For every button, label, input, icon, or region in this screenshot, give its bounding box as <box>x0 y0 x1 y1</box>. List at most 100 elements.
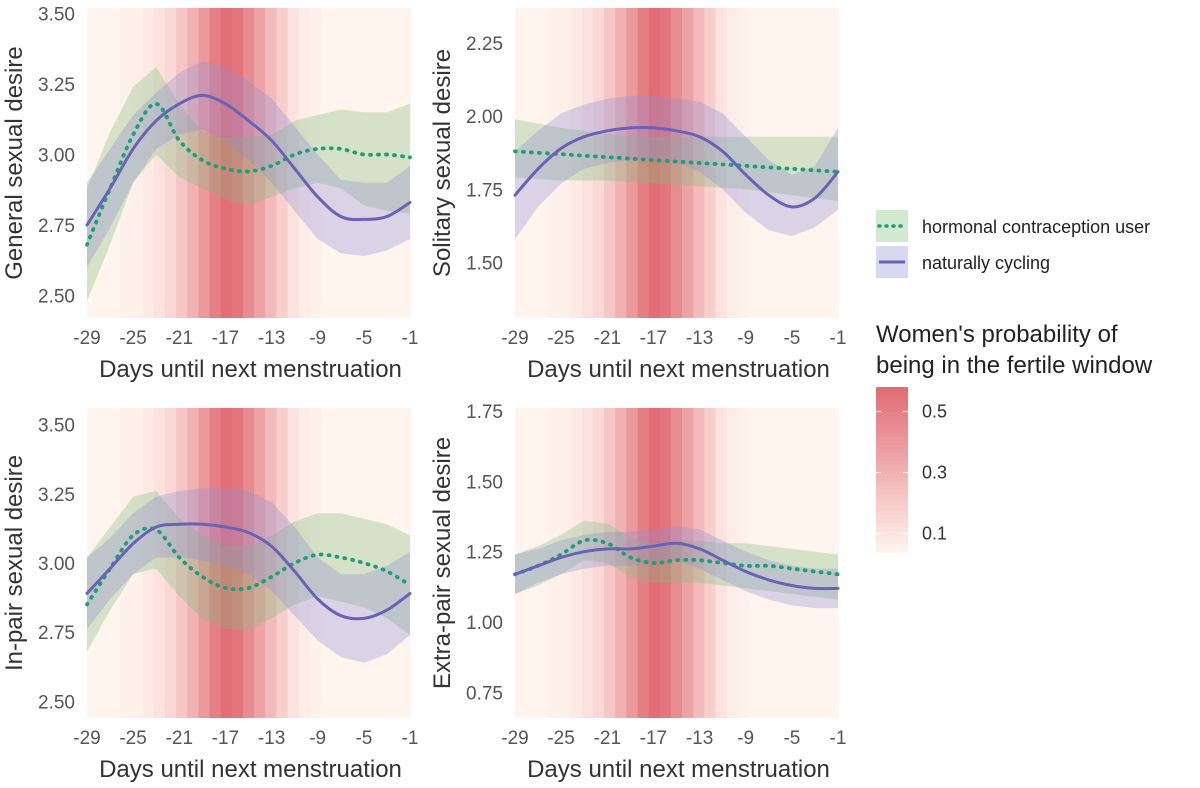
fertile-stripe-day-29 <box>515 408 527 718</box>
fertile-stripe-day-21 <box>176 8 188 318</box>
fertile-stripe-day-13 <box>265 408 277 718</box>
fertile-stripe-day-27 <box>109 8 122 318</box>
y-axis-title: Solitary sexual desire <box>429 49 456 277</box>
colorbar-segment <box>876 428 908 433</box>
x-tick-label: -17 <box>212 328 239 349</box>
x-tick-label: -29 <box>501 328 528 349</box>
colorbar-segment <box>876 461 908 466</box>
fertile-stripe-day-12 <box>276 8 289 318</box>
y-axis-title: In-pair sexual desire <box>1 455 28 671</box>
colorbar-segment <box>876 531 908 537</box>
series-line-nc <box>85 522 412 621</box>
fertile-stripe-day-24 <box>142 408 155 718</box>
fertile-stripe-day-8 <box>748 408 761 718</box>
fertile-stripe-day-28 <box>526 408 538 718</box>
y-tick-label: 1.75 <box>466 180 503 201</box>
colorbar-segment <box>876 519 908 524</box>
fertile-stripe-day-2 <box>387 408 400 718</box>
x-tick-label: -21 <box>594 328 621 349</box>
colorbar-segment <box>876 432 908 438</box>
fertile-stripe-day-3 <box>804 8 817 318</box>
colorbar-segment <box>876 498 908 504</box>
chart-panel-2: 1.50 1.75 2.00 2.25 -29 -25 -21 -17 -13 -9 -5 -1Day… <box>429 8 846 383</box>
fertile-stripe-day-18 <box>209 8 222 318</box>
series-line-hc <box>85 101 412 247</box>
fertile-stripe-day-9 <box>309 8 322 318</box>
y-tick-label: 3.50 <box>38 5 75 26</box>
x-tick-label: -9 <box>309 728 326 749</box>
fertile-stripe-day-5 <box>354 8 367 318</box>
fertile-stripe-day-12 <box>276 408 289 718</box>
fertile-stripe-day-13 <box>693 408 705 718</box>
fertile-stripe-day-14 <box>254 408 266 718</box>
fertile-stripe-day-6 <box>343 408 355 718</box>
y-tick-label: 1.75 <box>466 402 503 423</box>
colorbar-segment <box>876 465 908 471</box>
fertile-stripe-day-14 <box>682 8 694 318</box>
legend-label-hc: hormonal contraception user <box>922 217 1150 237</box>
fertile-stripe-day-3 <box>376 408 389 718</box>
fertile-stripe-day-29 <box>87 8 99 318</box>
confidence-band-nc <box>87 61 410 268</box>
colorbar-segment <box>876 436 908 442</box>
chart-panel-4: 0.75 1.00 1.25 1.50 1.75 -29 -25 -21 -17 -13 -9 -5 -… <box>429 402 846 783</box>
fertile-stripe-day-3 <box>376 8 389 318</box>
colorbar-segment <box>876 420 908 425</box>
colorbar-segment <box>876 535 908 541</box>
fertile-stripe-day-5 <box>782 8 795 318</box>
chart-panel-1: 2.50 2.75 3.00 3.25 3.50 -29 -25 -21 -17 -13 -9 -5 -… <box>1 5 418 383</box>
fertile-stripe-day-4 <box>793 408 806 718</box>
colorbar-segment <box>876 539 908 545</box>
fertile-stripe-day-25 <box>131 408 144 718</box>
y-axis-title: Extra-pair sexual desire <box>429 437 456 689</box>
x-axis-title: Days until next menstruation <box>527 756 830 783</box>
colorbar-tick-label: 0.3 <box>922 463 947 483</box>
colorbar-segment <box>876 543 908 549</box>
fertile-stripe-day-24 <box>570 408 583 718</box>
y-tick-label: 2.00 <box>466 107 503 128</box>
series-line-nc <box>513 541 840 591</box>
fertile-stripe-day-10 <box>298 408 311 718</box>
fertile-stripe-day-1 <box>826 8 839 318</box>
fertile-stripe-day-17 <box>220 408 233 718</box>
colorbar-segment <box>876 527 908 532</box>
fertile-stripe-day-8 <box>320 408 333 718</box>
colorbar-segment <box>876 399 908 405</box>
x-tick-label: -21 <box>166 328 193 349</box>
x-tick-label: -5 <box>355 328 372 349</box>
fertile-stripe-day-24 <box>142 8 155 318</box>
fertile-stripe-day-9 <box>737 8 750 318</box>
x-axis-title: Days until next menstruation <box>99 356 402 383</box>
colorbar-segment <box>876 395 908 400</box>
colorbar-segment <box>876 444 908 450</box>
fertile-stripe-day-19 <box>626 408 639 718</box>
fertile-stripe-day-20 <box>615 408 627 718</box>
y-tick-label: 1.50 <box>466 472 503 493</box>
series-line-hc <box>85 526 412 607</box>
x-tick-label: -17 <box>640 728 667 749</box>
x-tick-label: -13 <box>686 328 713 349</box>
fertile-stripe-day-8 <box>748 8 761 318</box>
fertile-stripe-day-11 <box>287 8 300 318</box>
fertile-stripe-day-3 <box>804 408 817 718</box>
colorbar-segment <box>876 407 908 413</box>
fertile-stripe-day-1 <box>398 408 411 718</box>
x-tick-label: -13 <box>686 728 713 749</box>
x-tick-label: -1 <box>830 728 847 749</box>
chart-panels: 2.50 2.75 3.00 3.25 3.50 -29 -25 -21 -17 -13 -9 -5 -… <box>1 5 846 783</box>
fertile-stripe-day-9 <box>737 408 750 718</box>
fertile-stripe-day-26 <box>548 8 561 318</box>
y-tick-label: 1.00 <box>466 613 503 634</box>
colorbar-segment <box>876 424 908 429</box>
fertile-stripe-day-23 <box>581 8 594 318</box>
confidence-band-nc <box>515 95 838 239</box>
fertile-stripe-day-28 <box>98 8 110 318</box>
fertile-stripe-day-6 <box>343 8 355 318</box>
fertile-stripe-day-2 <box>387 8 400 318</box>
colorbar-segment <box>876 403 908 409</box>
fertile-stripe-day-11 <box>715 408 728 718</box>
fertile-stripe-day-2 <box>815 408 828 718</box>
fertile-stripe-day-7 <box>332 408 344 718</box>
fertile-stripe-day-21 <box>176 408 188 718</box>
x-axis-title: Days until next menstruation <box>527 356 830 383</box>
